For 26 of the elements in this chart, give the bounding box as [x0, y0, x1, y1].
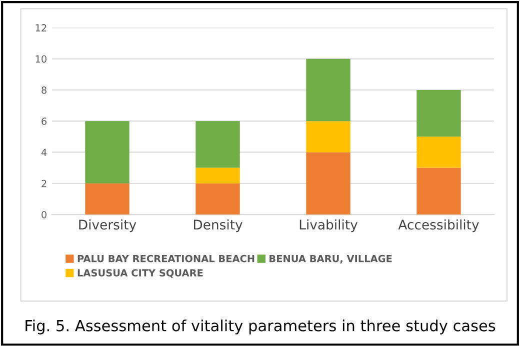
bar: [416, 136, 461, 168]
y-tick-label: 10: [36, 55, 46, 63]
y-tick-label: 4: [41, 148, 47, 156]
y-tick-label: 12: [36, 24, 46, 32]
bar: [306, 58, 350, 122]
bar: [196, 183, 240, 215]
legend-label: BENUA BARU, VILLAGE: [270, 254, 392, 264]
x-tick-label: Density: [194, 219, 242, 232]
y-tick-label: 0: [42, 211, 46, 218]
bar: [85, 121, 130, 184]
caption: Fig. 5. Assessment of vitality parameters in three study cases: [26, 320, 496, 334]
legend-label: LASUSUA CITY SQUARE: [78, 269, 203, 278]
x-tick-label: Livability: [300, 219, 358, 232]
x-tick-label: Diversity: [79, 219, 136, 232]
bar: [196, 121, 240, 168]
bar: [306, 152, 350, 215]
bar: [416, 168, 461, 215]
y-tick-label: 8: [42, 86, 46, 94]
y-tick-label: 6: [42, 118, 47, 125]
legend-label: PALU BAY RECREATIONAL BEACH: [78, 254, 254, 262]
bar: [306, 121, 350, 152]
bar: [196, 168, 240, 184]
x-tick-label: Accessibility: [398, 219, 479, 232]
y-tick-label: 2: [42, 180, 46, 188]
bar: [416, 90, 461, 137]
bar: [85, 183, 130, 215]
